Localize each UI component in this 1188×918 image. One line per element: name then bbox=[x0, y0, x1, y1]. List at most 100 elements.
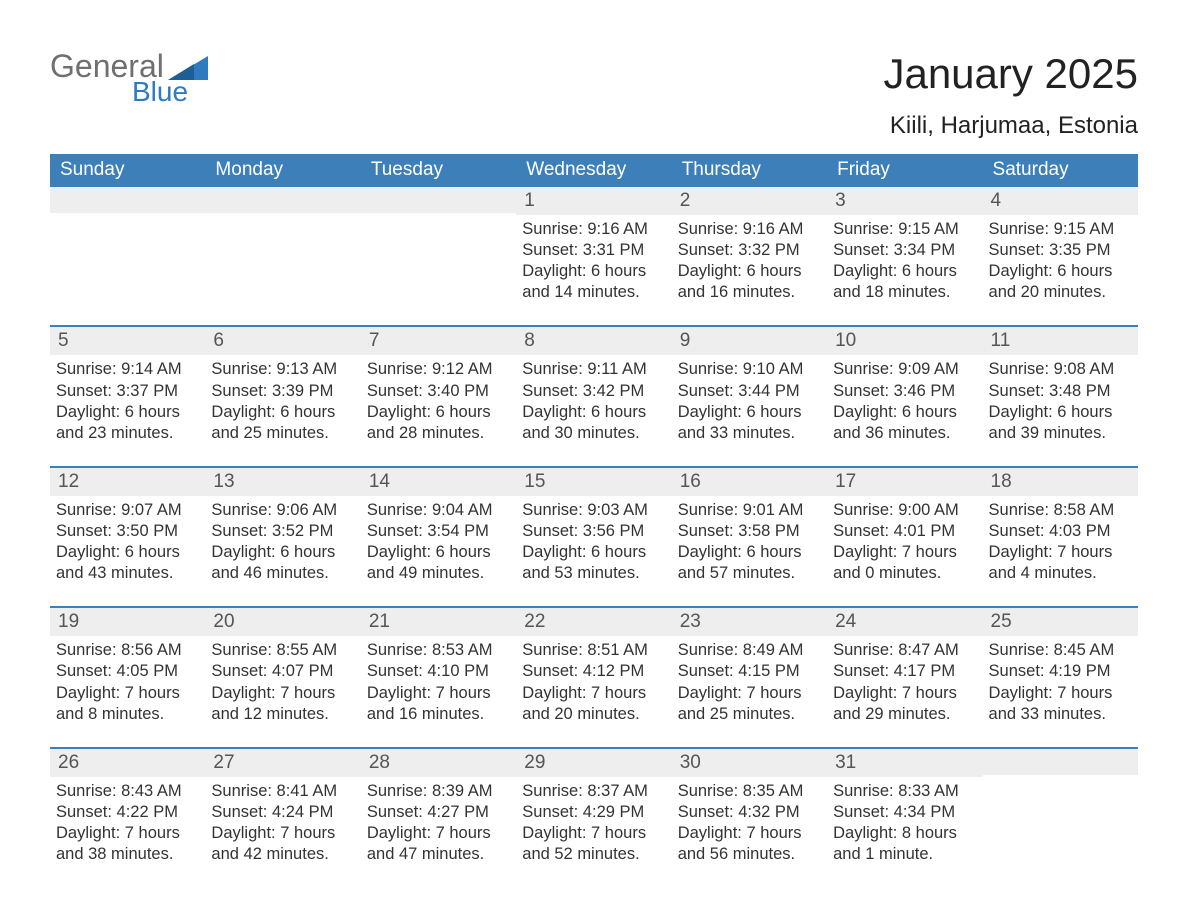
weekday-thu: Thursday bbox=[672, 154, 827, 187]
day-body bbox=[205, 213, 360, 303]
sunrise-text: Sunrise: 9:03 AM bbox=[522, 500, 665, 521]
day-body: Sunrise: 8:51 AMSunset: 4:12 PMDaylight:… bbox=[516, 636, 671, 728]
sunset-text: Sunset: 4:03 PM bbox=[989, 521, 1132, 542]
daylight-text: Daylight: 8 hours and 1 minute. bbox=[833, 823, 976, 865]
day-body: Sunrise: 9:04 AMSunset: 3:54 PMDaylight:… bbox=[361, 496, 516, 588]
sunset-text: Sunset: 3:39 PM bbox=[211, 381, 354, 402]
day-body: Sunrise: 9:13 AMSunset: 3:39 PMDaylight:… bbox=[205, 355, 360, 447]
day-body: Sunrise: 9:00 AMSunset: 4:01 PMDaylight:… bbox=[827, 496, 982, 588]
location: Kiili, Harjumaa, Estonia bbox=[883, 112, 1138, 140]
day-cell: 19Sunrise: 8:56 AMSunset: 4:05 PMDayligh… bbox=[50, 608, 205, 728]
day-cell bbox=[361, 187, 516, 307]
day-cell bbox=[50, 187, 205, 307]
sunrise-text: Sunrise: 8:47 AM bbox=[833, 640, 976, 661]
day-number: 2 bbox=[672, 187, 827, 215]
day-cell: 2Sunrise: 9:16 AMSunset: 3:32 PMDaylight… bbox=[672, 187, 827, 307]
sunrise-text: Sunrise: 8:53 AM bbox=[367, 640, 510, 661]
sunrise-text: Sunrise: 9:00 AM bbox=[833, 500, 976, 521]
day-body: Sunrise: 9:03 AMSunset: 3:56 PMDaylight:… bbox=[516, 496, 671, 588]
sunrise-text: Sunrise: 9:15 AM bbox=[833, 219, 976, 240]
day-cell: 20Sunrise: 8:55 AMSunset: 4:07 PMDayligh… bbox=[205, 608, 360, 728]
sunrise-text: Sunrise: 9:07 AM bbox=[56, 500, 199, 521]
day-number: 27 bbox=[205, 749, 360, 777]
daylight-text: Daylight: 6 hours and 28 minutes. bbox=[367, 402, 510, 444]
sunset-text: Sunset: 4:32 PM bbox=[678, 802, 821, 823]
day-body: Sunrise: 9:01 AMSunset: 3:58 PMDaylight:… bbox=[672, 496, 827, 588]
week-row: 1Sunrise: 9:16 AMSunset: 3:31 PMDaylight… bbox=[50, 187, 1138, 307]
day-number: 14 bbox=[361, 468, 516, 496]
sunset-text: Sunset: 4:17 PM bbox=[833, 661, 976, 682]
day-body: Sunrise: 8:33 AMSunset: 4:34 PMDaylight:… bbox=[827, 777, 982, 869]
day-cell: 25Sunrise: 8:45 AMSunset: 4:19 PMDayligh… bbox=[983, 608, 1138, 728]
daylight-text: Daylight: 7 hours and 8 minutes. bbox=[56, 683, 199, 725]
page: General Blue January 2025 Kiili, Harjuma… bbox=[0, 0, 1188, 869]
daylight-text: Daylight: 7 hours and 12 minutes. bbox=[211, 683, 354, 725]
day-body: Sunrise: 9:07 AMSunset: 3:50 PMDaylight:… bbox=[50, 496, 205, 588]
day-number bbox=[50, 187, 205, 213]
sunset-text: Sunset: 3:54 PM bbox=[367, 521, 510, 542]
day-cell: 31Sunrise: 8:33 AMSunset: 4:34 PMDayligh… bbox=[827, 749, 982, 869]
day-number: 26 bbox=[50, 749, 205, 777]
day-number: 23 bbox=[672, 608, 827, 636]
sunset-text: Sunset: 3:52 PM bbox=[211, 521, 354, 542]
sunset-text: Sunset: 3:34 PM bbox=[833, 240, 976, 261]
sunset-text: Sunset: 4:15 PM bbox=[678, 661, 821, 682]
weekday-fri: Friday bbox=[827, 154, 982, 187]
day-cell: 12Sunrise: 9:07 AMSunset: 3:50 PMDayligh… bbox=[50, 468, 205, 588]
day-cell bbox=[205, 187, 360, 307]
day-number: 1 bbox=[516, 187, 671, 215]
day-number: 12 bbox=[50, 468, 205, 496]
day-number: 30 bbox=[672, 749, 827, 777]
sunrise-text: Sunrise: 8:41 AM bbox=[211, 781, 354, 802]
daylight-text: Daylight: 6 hours and 46 minutes. bbox=[211, 542, 354, 584]
day-body: Sunrise: 8:53 AMSunset: 4:10 PMDaylight:… bbox=[361, 636, 516, 728]
sunrise-text: Sunrise: 9:16 AM bbox=[678, 219, 821, 240]
daylight-text: Daylight: 6 hours and 53 minutes. bbox=[522, 542, 665, 584]
sunset-text: Sunset: 4:29 PM bbox=[522, 802, 665, 823]
day-body: Sunrise: 8:58 AMSunset: 4:03 PMDaylight:… bbox=[983, 496, 1138, 588]
day-body: Sunrise: 9:15 AMSunset: 3:34 PMDaylight:… bbox=[827, 215, 982, 307]
day-body: Sunrise: 9:08 AMSunset: 3:48 PMDaylight:… bbox=[983, 355, 1138, 447]
daylight-text: Daylight: 7 hours and 47 minutes. bbox=[367, 823, 510, 865]
day-cell: 21Sunrise: 8:53 AMSunset: 4:10 PMDayligh… bbox=[361, 608, 516, 728]
day-body: Sunrise: 8:49 AMSunset: 4:15 PMDaylight:… bbox=[672, 636, 827, 728]
daylight-text: Daylight: 6 hours and 14 minutes. bbox=[522, 261, 665, 303]
daylight-text: Daylight: 7 hours and 4 minutes. bbox=[989, 542, 1132, 584]
day-body bbox=[50, 213, 205, 303]
daylight-text: Daylight: 6 hours and 43 minutes. bbox=[56, 542, 199, 584]
day-number bbox=[205, 187, 360, 213]
day-body bbox=[983, 775, 1138, 865]
sunrise-text: Sunrise: 9:10 AM bbox=[678, 359, 821, 380]
sunset-text: Sunset: 3:56 PM bbox=[522, 521, 665, 542]
sunrise-text: Sunrise: 8:55 AM bbox=[211, 640, 354, 661]
sunset-text: Sunset: 3:42 PM bbox=[522, 381, 665, 402]
daylight-text: Daylight: 6 hours and 49 minutes. bbox=[367, 542, 510, 584]
day-number: 17 bbox=[827, 468, 982, 496]
day-cell: 18Sunrise: 8:58 AMSunset: 4:03 PMDayligh… bbox=[983, 468, 1138, 588]
day-cell: 30Sunrise: 8:35 AMSunset: 4:32 PMDayligh… bbox=[672, 749, 827, 869]
month-title: January 2025 bbox=[883, 50, 1138, 98]
day-number: 21 bbox=[361, 608, 516, 636]
day-number: 20 bbox=[205, 608, 360, 636]
sunrise-text: Sunrise: 8:45 AM bbox=[989, 640, 1132, 661]
daylight-text: Daylight: 6 hours and 23 minutes. bbox=[56, 402, 199, 444]
day-cell: 7Sunrise: 9:12 AMSunset: 3:40 PMDaylight… bbox=[361, 327, 516, 447]
day-cell: 27Sunrise: 8:41 AMSunset: 4:24 PMDayligh… bbox=[205, 749, 360, 869]
daylight-text: Daylight: 6 hours and 18 minutes. bbox=[833, 261, 976, 303]
day-body bbox=[361, 213, 516, 303]
day-number: 11 bbox=[983, 327, 1138, 355]
day-number: 7 bbox=[361, 327, 516, 355]
week-row: 26Sunrise: 8:43 AMSunset: 4:22 PMDayligh… bbox=[50, 747, 1138, 869]
day-body: Sunrise: 8:39 AMSunset: 4:27 PMDaylight:… bbox=[361, 777, 516, 869]
day-cell: 14Sunrise: 9:04 AMSunset: 3:54 PMDayligh… bbox=[361, 468, 516, 588]
sunset-text: Sunset: 4:34 PM bbox=[833, 802, 976, 823]
weekday-mon: Monday bbox=[205, 154, 360, 187]
sunset-text: Sunset: 3:37 PM bbox=[56, 381, 199, 402]
day-cell: 13Sunrise: 9:06 AMSunset: 3:52 PMDayligh… bbox=[205, 468, 360, 588]
day-cell: 10Sunrise: 9:09 AMSunset: 3:46 PMDayligh… bbox=[827, 327, 982, 447]
day-body: Sunrise: 9:10 AMSunset: 3:44 PMDaylight:… bbox=[672, 355, 827, 447]
sunset-text: Sunset: 3:44 PM bbox=[678, 381, 821, 402]
sunrise-text: Sunrise: 9:15 AM bbox=[989, 219, 1132, 240]
daylight-text: Daylight: 6 hours and 57 minutes. bbox=[678, 542, 821, 584]
week-row: 12Sunrise: 9:07 AMSunset: 3:50 PMDayligh… bbox=[50, 466, 1138, 588]
